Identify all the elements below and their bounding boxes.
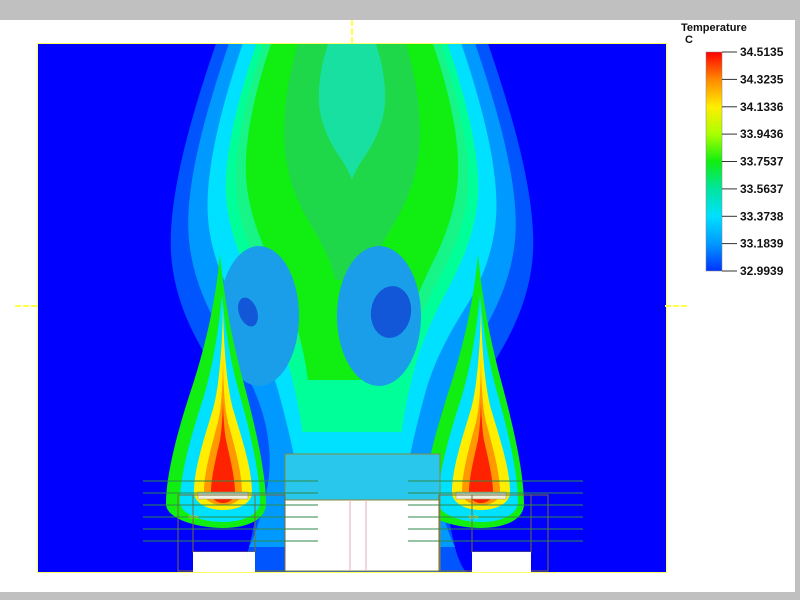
svg-text:≈≈: ≈≈	[468, 513, 479, 523]
svg-text:33.1839: 33.1839	[740, 237, 784, 251]
svg-text:32.9939: 32.9939	[740, 264, 784, 278]
svg-text:34.5135: 34.5135	[740, 45, 784, 59]
svg-text:33.9436: 33.9436	[740, 127, 784, 141]
svg-text:33.5637: 33.5637	[740, 182, 784, 196]
svg-text:34.3235: 34.3235	[740, 72, 784, 86]
svg-text:33.3738: 33.3738	[740, 209, 784, 223]
svg-text:≈≈: ≈≈	[188, 513, 199, 523]
svg-text:34.1336: 34.1336	[740, 100, 784, 114]
svg-text:33.7537: 33.7537	[740, 155, 784, 169]
